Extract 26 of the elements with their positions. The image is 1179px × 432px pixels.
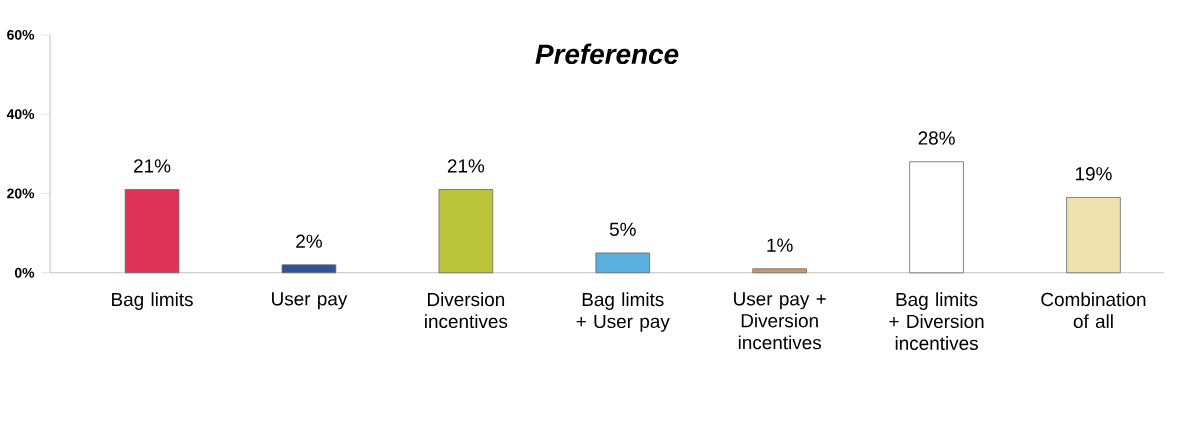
y-tick-label: 0%: [14, 267, 35, 278]
y-tick-label: 60%: [7, 29, 35, 40]
x-tick-label: User pay + Diversion incentives: [734, 292, 826, 350]
y-tick-label: 20%: [7, 188, 35, 199]
bar: [438, 189, 494, 274]
data-label: 28%: [918, 131, 955, 145]
x-tick-label: User pay: [272, 292, 348, 310]
data-label: 5%: [609, 222, 636, 236]
x-tick-label: Bag limits + User pay: [576, 292, 670, 332]
x-tick-label: Diversion incentives: [425, 292, 508, 329]
bar: [752, 268, 807, 274]
x-tick-label: Bag limits + Diversion incentives: [889, 292, 984, 350]
data-label: 21%: [134, 159, 171, 173]
x-tick-label: Bag limits: [112, 292, 193, 310]
bar: [1066, 197, 1121, 274]
chart-title: Preference: [535, 43, 679, 65]
bar: [124, 189, 180, 274]
data-label: 19%: [1075, 167, 1112, 181]
x-tick-label: Combination of all: [1041, 292, 1146, 329]
y-tick-label: 40%: [6, 109, 35, 120]
data-label: 1%: [767, 238, 793, 252]
data-label: 21%: [447, 159, 485, 173]
bar: [595, 252, 651, 274]
data-label: 2%: [296, 234, 322, 248]
bar: [281, 264, 337, 274]
bar: [909, 161, 964, 274]
